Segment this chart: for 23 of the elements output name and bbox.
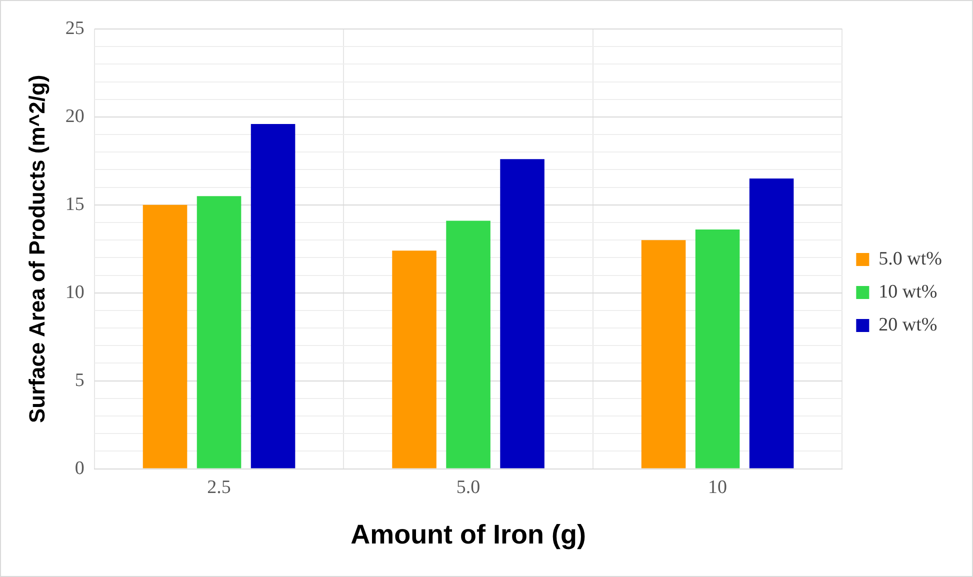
x-axis-title: Amount of Iron (g) <box>350 519 586 550</box>
bar <box>695 230 740 468</box>
bar <box>641 240 686 468</box>
bar <box>749 178 794 468</box>
bar <box>250 124 296 468</box>
bar <box>142 204 188 468</box>
bar <box>196 196 242 468</box>
y-tick-label: 10 <box>65 282 84 303</box>
bar <box>446 220 490 468</box>
bar <box>500 159 544 468</box>
legend-label: 20 wt% <box>878 314 938 336</box>
y-tick-label: 15 <box>65 194 84 215</box>
y-tick-label: 20 <box>65 106 84 127</box>
x-tick-label: 10 <box>708 477 728 498</box>
y-tick-label: 0 <box>74 458 84 479</box>
bar <box>392 250 436 468</box>
y-tick-label: 5 <box>74 370 84 391</box>
legend-label: 5.0 wt% <box>878 248 942 270</box>
x-tick-label: 2.5 <box>207 477 231 498</box>
y-tick-label: 25 <box>65 18 84 39</box>
legend-label: 10 wt% <box>878 281 938 302</box>
y-axis-title: Surface Area of Products (m^2/g) <box>24 74 50 424</box>
x-tick-label: 5.0 <box>456 477 480 498</box>
